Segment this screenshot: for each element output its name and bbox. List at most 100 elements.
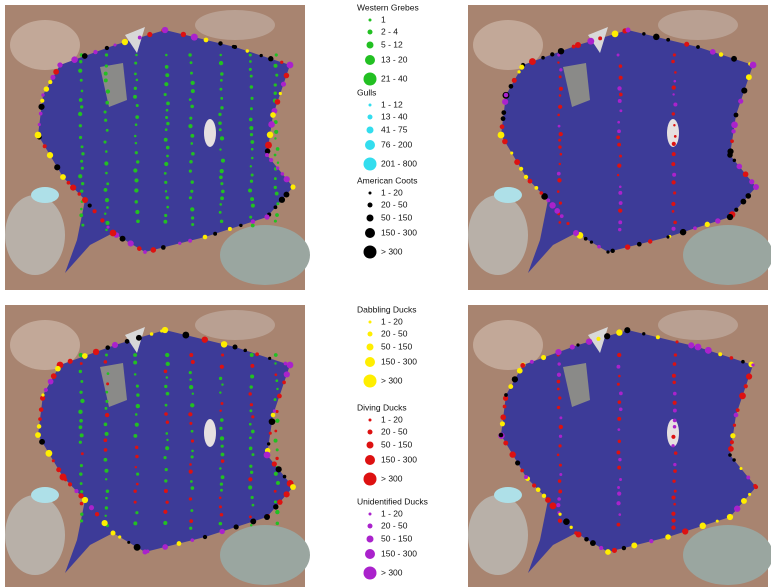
- survey-point: [265, 141, 272, 149]
- survey-point: [190, 180, 194, 184]
- survey-point: [557, 497, 561, 501]
- survey-point: [558, 75, 562, 79]
- survey-point: [135, 511, 139, 515]
- survey-point: [734, 207, 739, 212]
- survey-point: [135, 334, 142, 341]
- survey-point: [56, 467, 62, 473]
- survey-point: [50, 74, 56, 80]
- survey-point: [78, 369, 83, 374]
- survey-point: [249, 74, 253, 78]
- survey-point: [618, 64, 623, 68]
- survey-point: [546, 198, 550, 202]
- survey-point: [584, 536, 589, 542]
- survey-point: [739, 467, 743, 471]
- survey-point: [671, 226, 676, 231]
- survey-point: [188, 124, 193, 129]
- survey-point: [81, 152, 85, 156]
- survey-point: [730, 139, 734, 144]
- survey-point: [104, 212, 107, 215]
- survey-point: [104, 353, 108, 357]
- survey-point: [597, 244, 601, 249]
- survey-point: [574, 41, 582, 49]
- survey-point: [103, 422, 108, 427]
- survey-point: [104, 468, 109, 473]
- survey-point: [732, 158, 737, 163]
- survey-point: [604, 333, 611, 340]
- legend-symbol: [363, 72, 377, 86]
- survey-point: [673, 102, 678, 107]
- survey-point: [135, 209, 140, 215]
- legend-symbol: [366, 441, 374, 449]
- survey-point: [693, 226, 697, 231]
- survey-point: [534, 185, 539, 190]
- survey-point: [189, 378, 192, 381]
- survey-point: [103, 448, 108, 452]
- survey-point: [270, 412, 276, 418]
- survey-point: [71, 56, 78, 63]
- survey-point: [556, 171, 561, 176]
- survey-point: [617, 98, 622, 103]
- survey-point: [135, 454, 139, 459]
- survey-point: [280, 60, 284, 64]
- survey-point: [191, 392, 195, 395]
- survey-point: [589, 540, 596, 546]
- survey-point: [134, 61, 138, 65]
- survey-point: [166, 438, 169, 442]
- survey-point: [201, 336, 208, 343]
- survey-point: [165, 432, 169, 435]
- survey-point: [251, 415, 255, 419]
- survey-point: [556, 502, 561, 508]
- survey-point: [79, 78, 83, 82]
- survey-point: [80, 207, 83, 211]
- survey-point: [113, 43, 117, 47]
- survey-point: [270, 112, 276, 118]
- survey-point: [135, 384, 139, 388]
- survey-point: [134, 188, 139, 193]
- survey-point: [42, 144, 47, 149]
- survey-point: [573, 230, 579, 236]
- survey-point: [624, 244, 631, 250]
- survey-point: [718, 352, 723, 357]
- survey-point: [273, 438, 278, 443]
- survey-point: [220, 78, 223, 82]
- survey-point: [163, 520, 168, 526]
- survey-point: [726, 213, 734, 221]
- survey-point: [219, 175, 223, 180]
- survey-point: [189, 116, 193, 120]
- survey-point: [165, 108, 169, 112]
- survey-point: [136, 393, 140, 397]
- survey-point: [121, 38, 129, 46]
- survey-point: [504, 393, 508, 397]
- survey-point: [219, 482, 224, 486]
- survey-point: [190, 538, 195, 542]
- survey-point: [673, 220, 677, 225]
- survey-point: [163, 137, 168, 142]
- survey-point: [104, 198, 110, 203]
- survey-point: [671, 162, 676, 167]
- survey-point: [105, 489, 110, 494]
- survey-point: [190, 486, 195, 490]
- survey-point: [219, 409, 222, 412]
- survey-point: [541, 354, 547, 361]
- survey-point: [81, 496, 89, 504]
- survey-point: [671, 112, 675, 116]
- survey-point: [232, 44, 238, 50]
- survey-point: [163, 219, 168, 224]
- survey-point: [219, 512, 224, 517]
- survey-point: [741, 87, 748, 94]
- survey-point: [557, 362, 561, 366]
- survey-point: [103, 360, 108, 364]
- map-panel: [468, 305, 771, 587]
- survey-point: [163, 489, 168, 493]
- survey-point: [78, 111, 83, 117]
- survey-point: [704, 346, 712, 354]
- survey-point: [134, 72, 137, 76]
- survey-point: [203, 37, 209, 43]
- survey-point: [558, 434, 563, 438]
- survey-point: [276, 387, 279, 391]
- survey-point: [220, 459, 225, 463]
- legend-label: 41 - 75: [381, 124, 408, 134]
- survey-point: [502, 395, 509, 401]
- legend-symbol: [367, 202, 373, 208]
- survey-point: [218, 496, 222, 500]
